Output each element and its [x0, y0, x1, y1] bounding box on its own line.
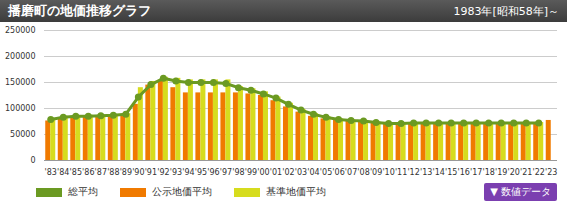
svg-text:150000: 150000 — [5, 78, 36, 87]
svg-text:'21: '21 — [520, 168, 532, 177]
svg-text:'11: '11 — [395, 168, 407, 177]
svg-text:'04: '04 — [307, 168, 319, 177]
svg-text:250000: 250000 — [5, 26, 36, 35]
svg-text:'06: '06 — [332, 168, 344, 177]
svg-text:'94: '94 — [182, 168, 194, 177]
svg-text:'02: '02 — [282, 168, 294, 177]
svg-text:50000: 50000 — [10, 130, 35, 139]
html-text:公示地価平均: 公示地価平均 — [152, 186, 212, 197]
svg-text:'85: '85 — [70, 168, 82, 177]
svg-text:'99: '99 — [245, 168, 257, 177]
svg-text:'97: '97 — [220, 168, 232, 177]
html-text:▼ 数値データ: ▼ 数値データ — [490, 186, 551, 197]
svg-text:'84: '84 — [57, 168, 69, 177]
svg-text:'91: '91 — [145, 168, 157, 177]
svg-text:'20: '20 — [508, 168, 520, 177]
svg-text:'12: '12 — [407, 168, 419, 177]
html-text:播磨町の地価推移グラフ: 播磨町の地価推移グラフ — [8, 3, 151, 18]
svg-text:'93: '93 — [170, 168, 182, 177]
svg-text:'96: '96 — [207, 168, 219, 177]
svg-text:100000: 100000 — [5, 104, 36, 113]
svg-text:'23: '23 — [545, 168, 557, 177]
html-text:基準地価平均: 基準地価平均 — [266, 186, 326, 197]
svg-text:'14: '14 — [432, 168, 444, 177]
svg-text:'16: '16 — [457, 168, 469, 177]
svg-text:'95: '95 — [195, 168, 207, 177]
svg-text:'92: '92 — [157, 168, 169, 177]
svg-text:'83: '83 — [45, 168, 57, 177]
svg-text:'18: '18 — [482, 168, 494, 177]
svg-text:'03: '03 — [295, 168, 307, 177]
svg-text:'88: '88 — [107, 168, 119, 177]
svg-text:'00: '00 — [257, 168, 269, 177]
svg-text:'22: '22 — [533, 168, 545, 177]
svg-text:'19: '19 — [495, 168, 507, 177]
svg-text:'87: '87 — [95, 168, 107, 177]
svg-text:'07: '07 — [345, 168, 357, 177]
html-text:1983年[昭和58年]～: 1983年[昭和58年]～ — [453, 4, 559, 18]
svg-text:'09: '09 — [370, 168, 382, 177]
html-text:総平均: 総平均 — [68, 186, 98, 197]
svg-text:'05: '05 — [320, 168, 332, 177]
svg-text:'15: '15 — [445, 168, 457, 177]
svg-text:'17: '17 — [470, 168, 482, 177]
svg-text:'10: '10 — [382, 168, 394, 177]
svg-text:'01: '01 — [270, 168, 282, 177]
svg-text:'98: '98 — [232, 168, 244, 177]
svg-text:'89: '89 — [120, 168, 132, 177]
svg-text:'90: '90 — [132, 168, 144, 177]
svg-text:'08: '08 — [357, 168, 369, 177]
svg-text:'86: '86 — [82, 168, 94, 177]
svg-text:200000: 200000 — [5, 52, 36, 61]
svg-text:0: 0 — [30, 156, 35, 165]
svg-text:'13: '13 — [420, 168, 432, 177]
